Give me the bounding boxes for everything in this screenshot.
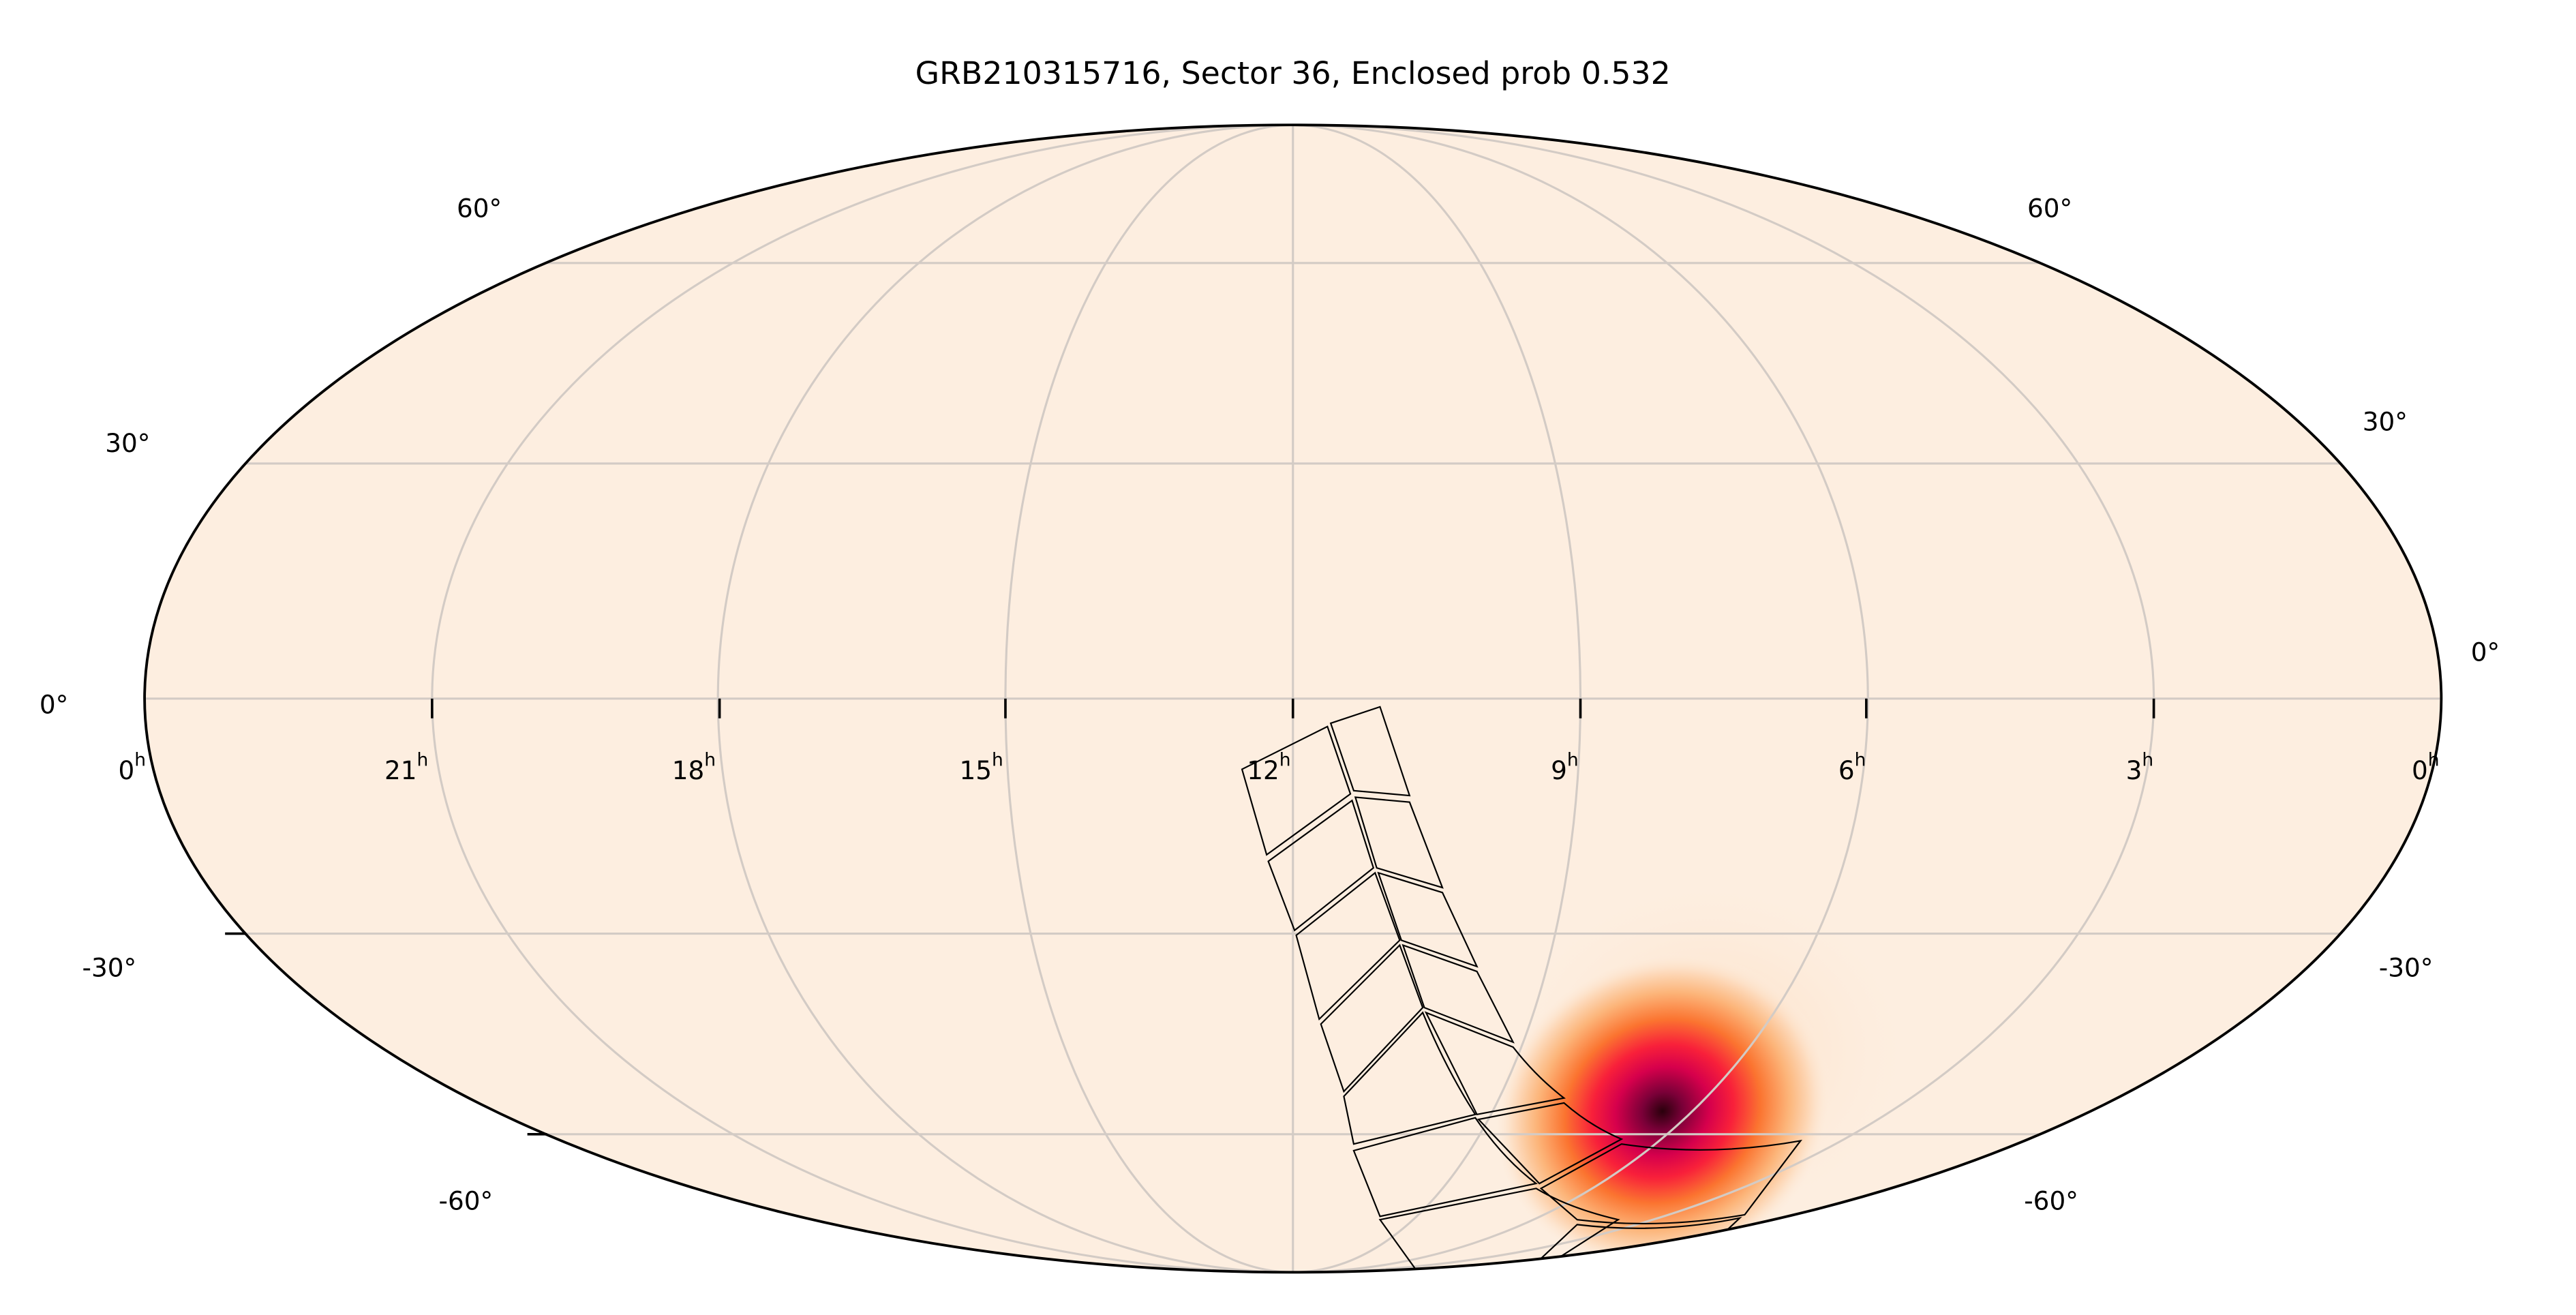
chart-title: GRB210315716, Sector 36, Enclosed prob 0… xyxy=(915,55,1671,91)
svg-text:60°: 60° xyxy=(457,193,502,223)
svg-text:0h: 0h xyxy=(2412,750,2440,785)
ra-tick-marks xyxy=(431,698,2155,719)
svg-text:3h: 3h xyxy=(2126,750,2154,785)
sky-boundary xyxy=(143,123,2443,1274)
svg-text:-60°: -60° xyxy=(2024,1186,2078,1216)
svg-text:-30°: -30° xyxy=(82,952,137,982)
svg-text:15h: 15h xyxy=(959,750,1003,785)
dec-tick-labels-left: 60° 30° 0° -30° -60° xyxy=(40,193,502,1215)
svg-text:12h: 12h xyxy=(1247,750,1290,785)
svg-text:0°: 0° xyxy=(2471,637,2500,667)
tess-footprint xyxy=(1241,706,1802,1273)
svg-text:18h: 18h xyxy=(672,750,716,785)
probability-heatmap xyxy=(1494,952,1832,1270)
svg-text:-60°: -60° xyxy=(438,1186,493,1216)
ra-tick-labels: 0h 21h 18h 15h 12h 9h 6h 3h 0h xyxy=(119,750,2440,785)
svg-text:60°: 60° xyxy=(2027,193,2072,223)
svg-text:0h: 0h xyxy=(119,750,147,785)
dec-tick-labels-right: 60° 30° 0° -30° -60° xyxy=(2024,193,2500,1215)
svg-text:0°: 0° xyxy=(40,689,68,719)
svg-text:30°: 30° xyxy=(2363,407,2408,437)
svg-text:30°: 30° xyxy=(105,428,150,458)
svg-text:21h: 21h xyxy=(384,750,428,785)
svg-text:6h: 6h xyxy=(1838,750,1866,785)
svg-text:9h: 9h xyxy=(1551,750,1579,785)
dec-tick-marks xyxy=(225,932,547,1136)
svg-text:-30°: -30° xyxy=(2379,952,2434,982)
